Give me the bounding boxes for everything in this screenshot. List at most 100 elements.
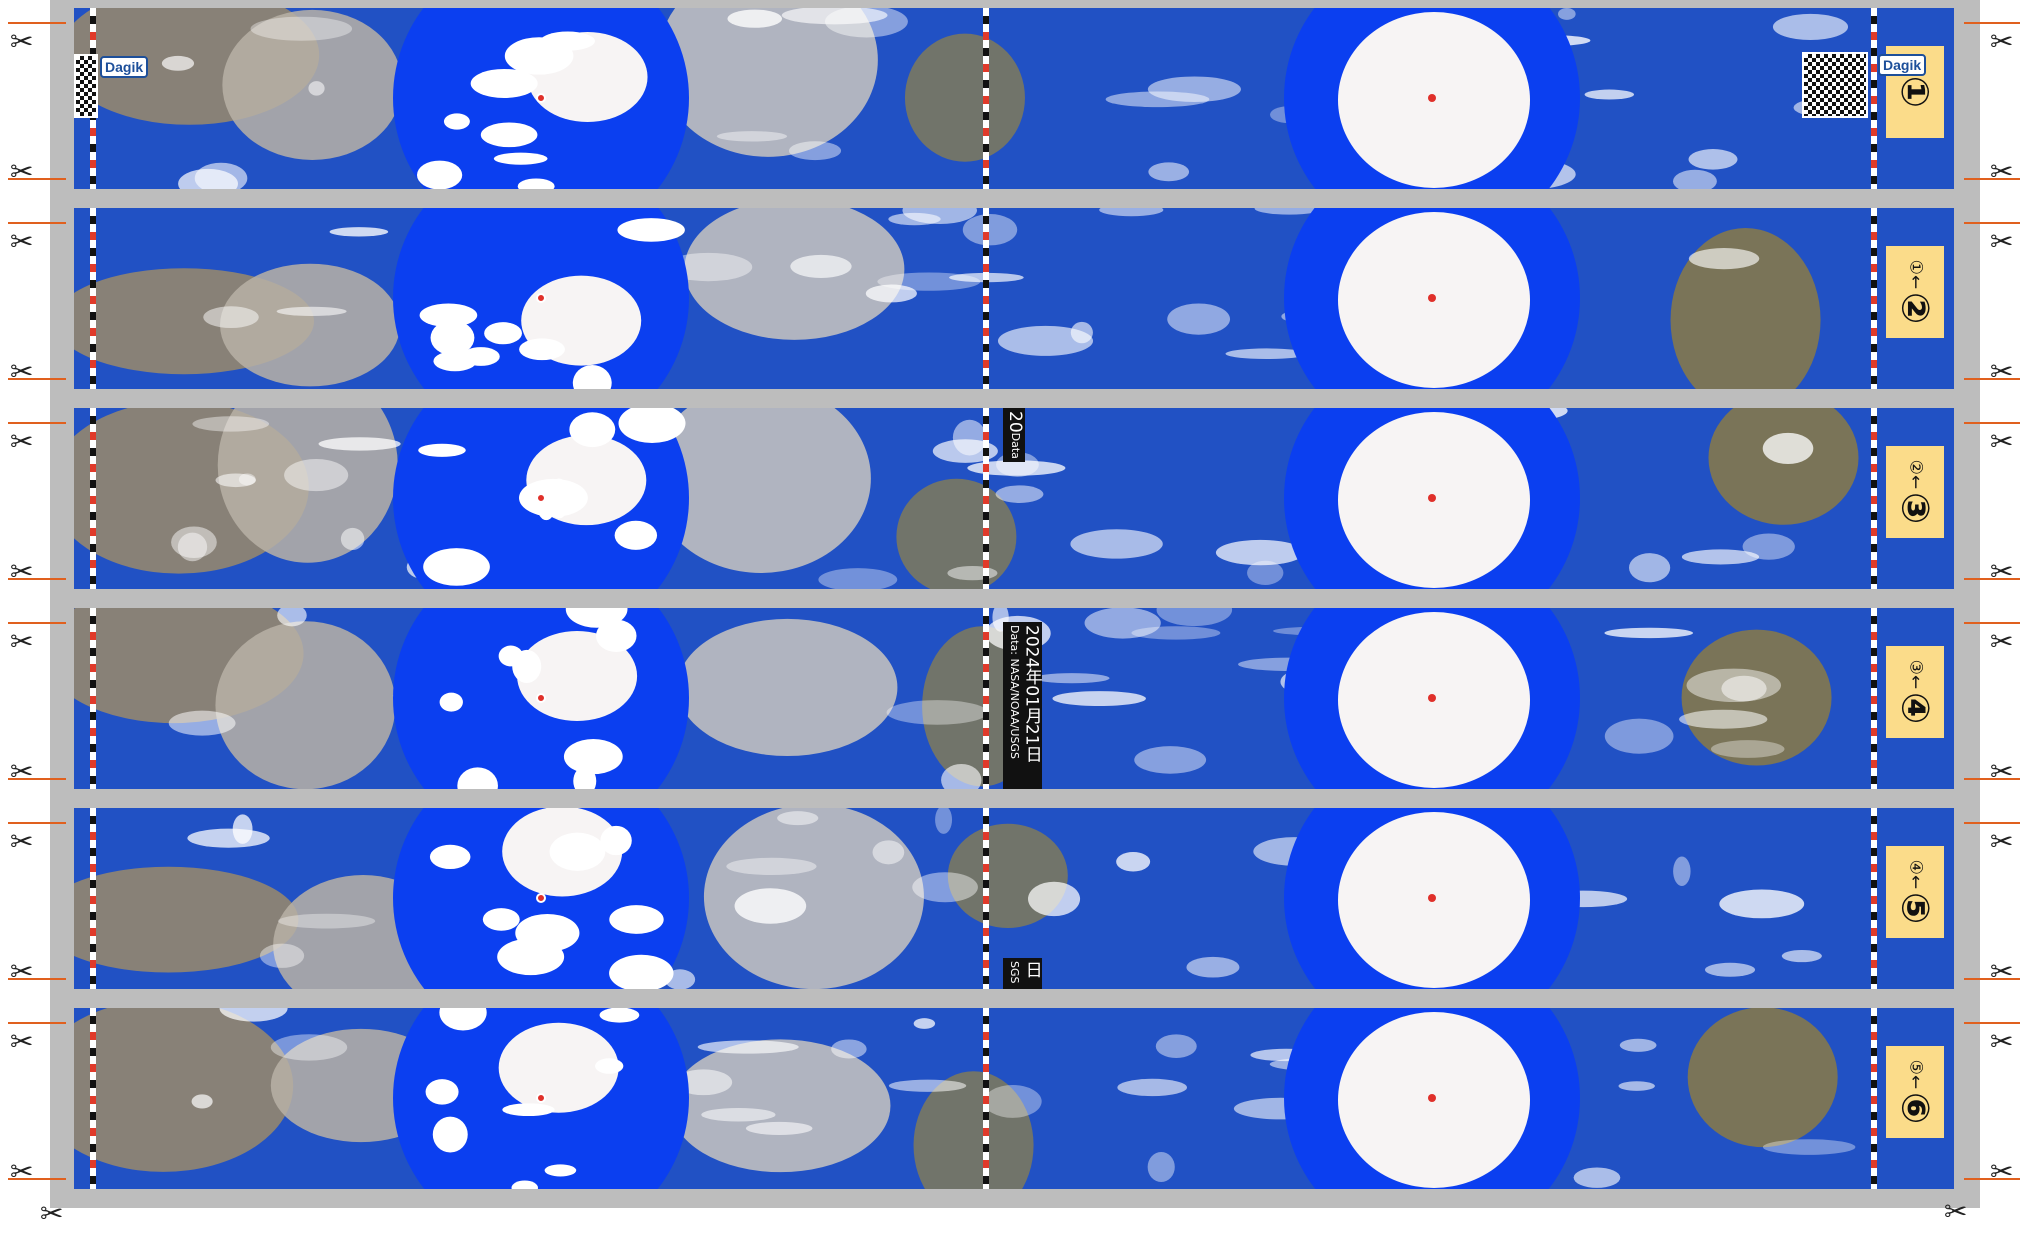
qr-code-icon (1802, 52, 1868, 118)
cloud (1604, 718, 1674, 754)
strip-number: ③ (1893, 492, 1938, 525)
land-mass (1670, 228, 1821, 389)
previous-strip-label: ⑤← (1905, 1059, 1926, 1090)
glue-line (90, 208, 96, 389)
previous-strip-label: ②← (1905, 459, 1926, 490)
scissors-icon: ✂ (10, 825, 34, 858)
scissors-icon: ✂ (10, 155, 34, 188)
cloud (983, 1085, 1042, 1118)
cloud (781, 8, 888, 25)
cloud (1719, 889, 1805, 919)
glue-line (1871, 608, 1877, 789)
arctic-island (511, 1180, 538, 1189)
cloud (1673, 856, 1691, 886)
cut-guide-line (8, 22, 66, 24)
scissors-icon: ✂ (1990, 25, 2014, 58)
scissors-icon: ✂ (10, 1155, 34, 1188)
scissors-icon: ✂ (10, 25, 34, 58)
cloud (947, 566, 998, 581)
land-mass (703, 808, 924, 989)
cloud (238, 473, 256, 486)
arctic-island (569, 412, 616, 448)
cloud (952, 419, 987, 456)
cloud (308, 81, 325, 96)
date-fragment: 20 (1004, 411, 1025, 433)
land-mass (684, 208, 905, 340)
strip-number: ② (1893, 292, 1938, 325)
cloud (745, 1121, 813, 1135)
cut-guide-line (8, 178, 66, 180)
cloud (1762, 432, 1814, 465)
land-mass (657, 8, 878, 157)
arctic-island (425, 1079, 459, 1105)
arctic-island (512, 649, 542, 683)
satellite-map (74, 808, 1822, 989)
arctic-island (461, 347, 500, 366)
scissors-icon: ✂ (1990, 1155, 2014, 1188)
cloud (831, 1039, 867, 1059)
globe-strip-6: ⑤← ⑥ (74, 1008, 1954, 1189)
cloud (178, 168, 238, 189)
arctic-island (617, 218, 685, 242)
cloud (1721, 675, 1767, 702)
arctic-island (457, 767, 498, 789)
cloud (161, 55, 195, 71)
arctic-island (497, 938, 565, 976)
cut-guide-line (1964, 622, 2020, 624)
globe-strip-3: ②← ③ 20Data (74, 408, 1954, 589)
cloud (192, 416, 270, 432)
cloud (270, 1034, 348, 1061)
south-pole-marker (1428, 1094, 1436, 1102)
cloud (790, 254, 852, 278)
scissors-icon: ✂ (1990, 555, 2014, 588)
arctic-island (418, 443, 466, 457)
strip-number: ⑤ (1893, 892, 1938, 925)
north-pole-marker (536, 93, 546, 103)
glue-line (90, 1008, 96, 1189)
strip-number-label: ③← ④ (1886, 646, 1944, 738)
cloud (872, 840, 905, 865)
strip-number-label: ⑤← ⑥ (1886, 1046, 1944, 1138)
previous-strip-label: ①← (1905, 259, 1926, 290)
cut-guide-line (8, 978, 66, 980)
arctic-island (430, 320, 475, 356)
cloud (1686, 668, 1782, 703)
cloud (1116, 852, 1151, 872)
scissors-icon: ✂ (1990, 825, 2014, 858)
cloud (187, 828, 270, 848)
cut-guide-line (1964, 422, 2020, 424)
cloud (1688, 248, 1760, 270)
cloud (1084, 608, 1161, 639)
cloud (1254, 208, 1325, 215)
cloud (865, 284, 917, 303)
cloud (1148, 162, 1190, 182)
cloud (1215, 539, 1305, 566)
cloud (912, 872, 978, 903)
satellite-map (74, 8, 1849, 189)
cloud (888, 1079, 967, 1092)
scissors-icon: ✂ (40, 1197, 64, 1230)
glue-line (983, 408, 989, 589)
cloud (278, 913, 376, 929)
cloud (1681, 549, 1760, 565)
cloud (777, 811, 819, 826)
scissors-icon: ✂ (1944, 1195, 1968, 1228)
cloud (941, 763, 982, 789)
cut-guide-line (1964, 1022, 2020, 1024)
north-pole-marker (536, 893, 546, 903)
scissors-icon: ✂ (1990, 955, 2014, 988)
date-fragment: 日 (1021, 961, 1042, 978)
south-pole-marker (1428, 294, 1436, 302)
satellite-map (74, 1008, 1856, 1189)
scissors-icon: ✂ (1990, 625, 2014, 658)
cloud (1099, 208, 1164, 217)
arctic-island (599, 1008, 640, 1023)
cloud (215, 473, 256, 488)
qr-code-icon (74, 54, 98, 118)
cloud (1679, 709, 1768, 729)
satellite-map (74, 608, 1832, 789)
scissors-icon: ✂ (10, 1025, 34, 1058)
arctic-island (609, 905, 664, 934)
arctic-island (502, 1103, 555, 1117)
scissors-icon: ✂ (10, 755, 34, 788)
